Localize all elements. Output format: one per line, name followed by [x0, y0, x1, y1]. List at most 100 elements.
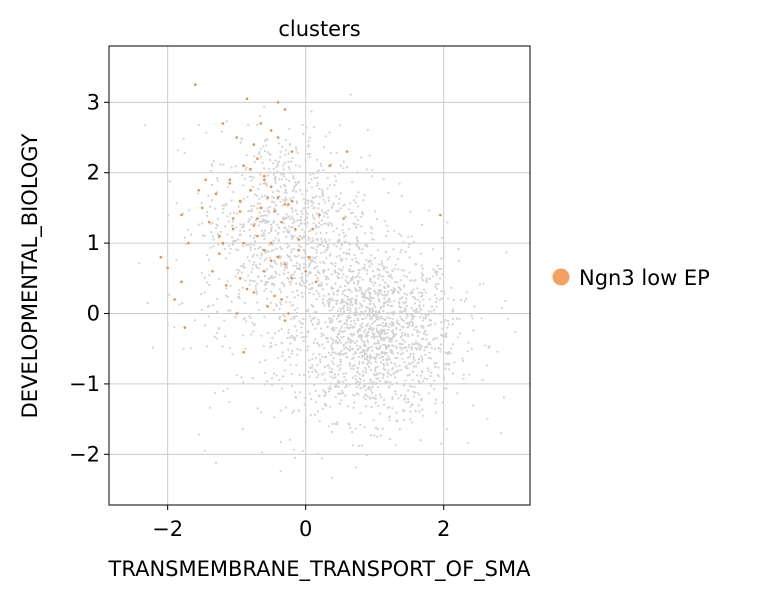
- background-point: [363, 312, 366, 315]
- background-point: [290, 352, 293, 355]
- background-point: [226, 387, 229, 390]
- background-point: [382, 336, 385, 339]
- background-point: [292, 316, 295, 319]
- background-point: [448, 368, 451, 371]
- background-point: [311, 281, 314, 285]
- background-point: [292, 303, 295, 306]
- background-point: [244, 168, 247, 171]
- background-point: [288, 179, 291, 182]
- background-point: [371, 349, 374, 352]
- background-point: [265, 182, 268, 185]
- background-point: [178, 303, 181, 306]
- background-point: [257, 187, 260, 191]
- background-point: [336, 293, 339, 296]
- background-point: [249, 234, 252, 238]
- background-point: [279, 440, 282, 444]
- background-point: [342, 380, 345, 383]
- background-point: [294, 146, 297, 149]
- background-point: [354, 310, 358, 313]
- background-point: [360, 444, 363, 447]
- background-point: [419, 252, 422, 255]
- background-point: [307, 202, 310, 205]
- background-point: [384, 294, 387, 297]
- background-point: [386, 312, 389, 315]
- background-point: [321, 407, 324, 410]
- background-point: [372, 297, 375, 300]
- background-point: [433, 309, 436, 312]
- background-point: [347, 282, 350, 285]
- background-point: [253, 261, 256, 264]
- background-point: [355, 300, 358, 304]
- background-point: [345, 372, 348, 375]
- background-point: [369, 225, 372, 228]
- background-point: [360, 310, 363, 313]
- series-point: [256, 157, 259, 160]
- background-point: [421, 360, 424, 363]
- background-point: [330, 317, 333, 320]
- background-point: [409, 292, 412, 295]
- background-point: [378, 273, 381, 276]
- background-point: [396, 281, 399, 284]
- background-point: [435, 287, 439, 290]
- background-point: [441, 334, 444, 337]
- background-point: [402, 285, 405, 288]
- background-point: [323, 146, 326, 149]
- background-point: [388, 340, 391, 343]
- background-point: [433, 379, 436, 382]
- background-point: [363, 294, 366, 297]
- background-point: [373, 342, 376, 345]
- background-point: [339, 358, 342, 361]
- background-point: [386, 230, 389, 233]
- background-point: [425, 291, 428, 294]
- background-point: [446, 221, 449, 224]
- background-point: [335, 299, 338, 302]
- background-point: [367, 288, 370, 291]
- background-point: [217, 243, 220, 246]
- background-point: [433, 347, 436, 350]
- background-point: [373, 275, 376, 278]
- series-point: [242, 350, 245, 354]
- background-point: [423, 288, 426, 291]
- background-point: [354, 287, 357, 290]
- background-point: [462, 377, 465, 380]
- background-point: [226, 233, 229, 236]
- background-point: [365, 243, 368, 246]
- background-point: [315, 212, 318, 215]
- background-point: [357, 223, 360, 226]
- background-point: [340, 269, 343, 272]
- background-point: [385, 234, 388, 238]
- background-point: [404, 379, 407, 382]
- background-point: [221, 211, 225, 214]
- background-point: [382, 302, 385, 305]
- background-point: [390, 361, 393, 364]
- background-point: [352, 356, 355, 359]
- background-point: [326, 187, 329, 190]
- background-point: [444, 363, 447, 366]
- series-point: [242, 241, 245, 245]
- background-point: [259, 155, 262, 158]
- background-point: [378, 371, 381, 375]
- background-point: [339, 192, 343, 195]
- background-point: [210, 169, 213, 172]
- background-point: [306, 153, 310, 156]
- background-point: [352, 367, 355, 370]
- background-point: [293, 235, 296, 238]
- background-point: [422, 326, 425, 330]
- background-point: [283, 161, 286, 164]
- series-point: [290, 199, 294, 203]
- background-point: [365, 258, 368, 262]
- background-point: [275, 304, 278, 307]
- background-point: [355, 344, 358, 347]
- background-point: [293, 220, 296, 223]
- background-point: [260, 411, 263, 414]
- background-point: [394, 357, 397, 360]
- background-point: [339, 310, 342, 313]
- background-point: [377, 318, 380, 321]
- y-tick-label: 1: [87, 231, 100, 255]
- background-point: [372, 238, 375, 241]
- background-point: [363, 330, 366, 334]
- background-point: [219, 230, 222, 233]
- background-point: [351, 304, 354, 307]
- background-point: [375, 372, 378, 375]
- background-point: [386, 380, 389, 383]
